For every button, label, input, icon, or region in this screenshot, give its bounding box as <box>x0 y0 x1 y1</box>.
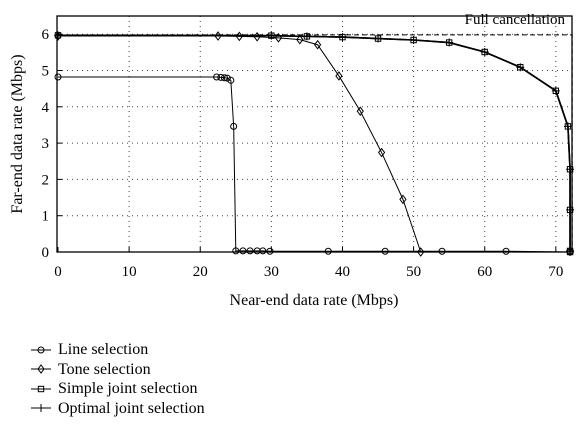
legend-label: Tone selection <box>58 360 151 378</box>
y-axis-title: Far-end data rate (Mbps) <box>9 54 26 213</box>
legend-swatch-circle-icon <box>31 346 51 354</box>
series-tone-selection <box>54 31 425 257</box>
plot-area <box>56 15 573 253</box>
legend-swatch-square-icon <box>31 385 51 392</box>
series-simple-joint-selection <box>54 32 574 256</box>
series-line <box>58 76 571 253</box>
y-tick-label: 5 <box>42 64 50 80</box>
data-point <box>566 205 575 214</box>
data-point <box>302 32 311 41</box>
data-point <box>356 106 364 116</box>
data-point <box>223 74 231 82</box>
data-point <box>381 247 389 255</box>
data-point <box>417 247 425 257</box>
data-point <box>246 247 254 255</box>
data-point <box>516 63 525 72</box>
full-cancellation-line <box>58 34 573 252</box>
legend-label: Simple joint selection <box>58 380 198 397</box>
x-tick-label: 20 <box>193 264 208 280</box>
data-point <box>335 71 343 81</box>
data-point <box>266 247 274 255</box>
legend-label: Optimal joint selection <box>58 399 205 417</box>
data-point <box>551 86 560 95</box>
series-line <box>57 34 571 252</box>
data-point <box>54 73 62 81</box>
x-axis-title: Near-end data rate (Mbps) <box>230 292 399 309</box>
data-point <box>445 38 454 47</box>
series-layer <box>54 31 575 257</box>
data-point <box>230 122 238 130</box>
data-point <box>502 247 510 255</box>
legend: Line selection Tone selection Simple joint… <box>30 340 205 418</box>
data-point <box>214 31 222 41</box>
data-point <box>37 346 45 354</box>
series-line-selection <box>54 73 574 256</box>
data-point <box>296 34 304 45</box>
data-point <box>213 73 221 81</box>
x-tick-label: 70 <box>548 264 563 280</box>
data-point <box>37 404 45 413</box>
y-tick-label: 0 <box>42 245 50 261</box>
legend-item: Line selection <box>30 340 205 360</box>
data-point <box>338 33 347 42</box>
data-point <box>37 385 45 392</box>
data-point <box>399 194 407 205</box>
data-point <box>409 36 418 45</box>
legend-label: Line selection <box>58 341 149 358</box>
grid <box>57 16 572 252</box>
annotation-full-cancellation: Full cancellation <box>465 12 566 28</box>
series-optimal-joint-selection <box>54 31 575 256</box>
data-point <box>227 76 235 84</box>
data-point <box>563 122 572 131</box>
data-point <box>37 364 45 375</box>
data-point <box>232 247 240 255</box>
data-point <box>239 247 247 255</box>
x-tick-label: 30 <box>264 264 279 280</box>
legend-swatch-plus-icon <box>31 404 51 413</box>
axis-ticks: 0 10 20 30 40 50 60 70 0 1 2 3 4 5 6 <box>42 27 564 280</box>
data-point <box>377 147 386 158</box>
data-point <box>374 34 383 43</box>
data-point <box>267 31 276 40</box>
data-point <box>259 247 267 255</box>
series-line <box>58 35 422 253</box>
y-tick-label: 6 <box>42 27 50 43</box>
data-point <box>480 47 489 56</box>
y-tick-label: 4 <box>42 100 50 116</box>
series-line <box>57 34 571 252</box>
x-tick-label: 0 <box>54 264 62 280</box>
y-tick-label: 1 <box>42 209 50 225</box>
legend-swatch-diamond-icon <box>31 364 51 375</box>
legend-item: Optimal joint selection <box>30 399 205 419</box>
data-point <box>324 247 332 255</box>
legend-item: Tone selection <box>30 360 205 380</box>
x-tick-label: 40 <box>335 264 350 280</box>
data-point <box>438 247 446 255</box>
x-tick-label: 50 <box>406 264 421 280</box>
legend-item: Simple joint selection <box>30 379 205 399</box>
data-point <box>566 165 575 174</box>
data-point <box>313 39 322 50</box>
y-tick-label: 3 <box>42 136 50 152</box>
data-point <box>54 31 62 40</box>
data-point <box>220 74 228 82</box>
y-tick-label: 2 <box>42 172 50 188</box>
x-tick-label: 60 <box>477 264 492 280</box>
x-tick-label: 10 <box>122 264 137 280</box>
